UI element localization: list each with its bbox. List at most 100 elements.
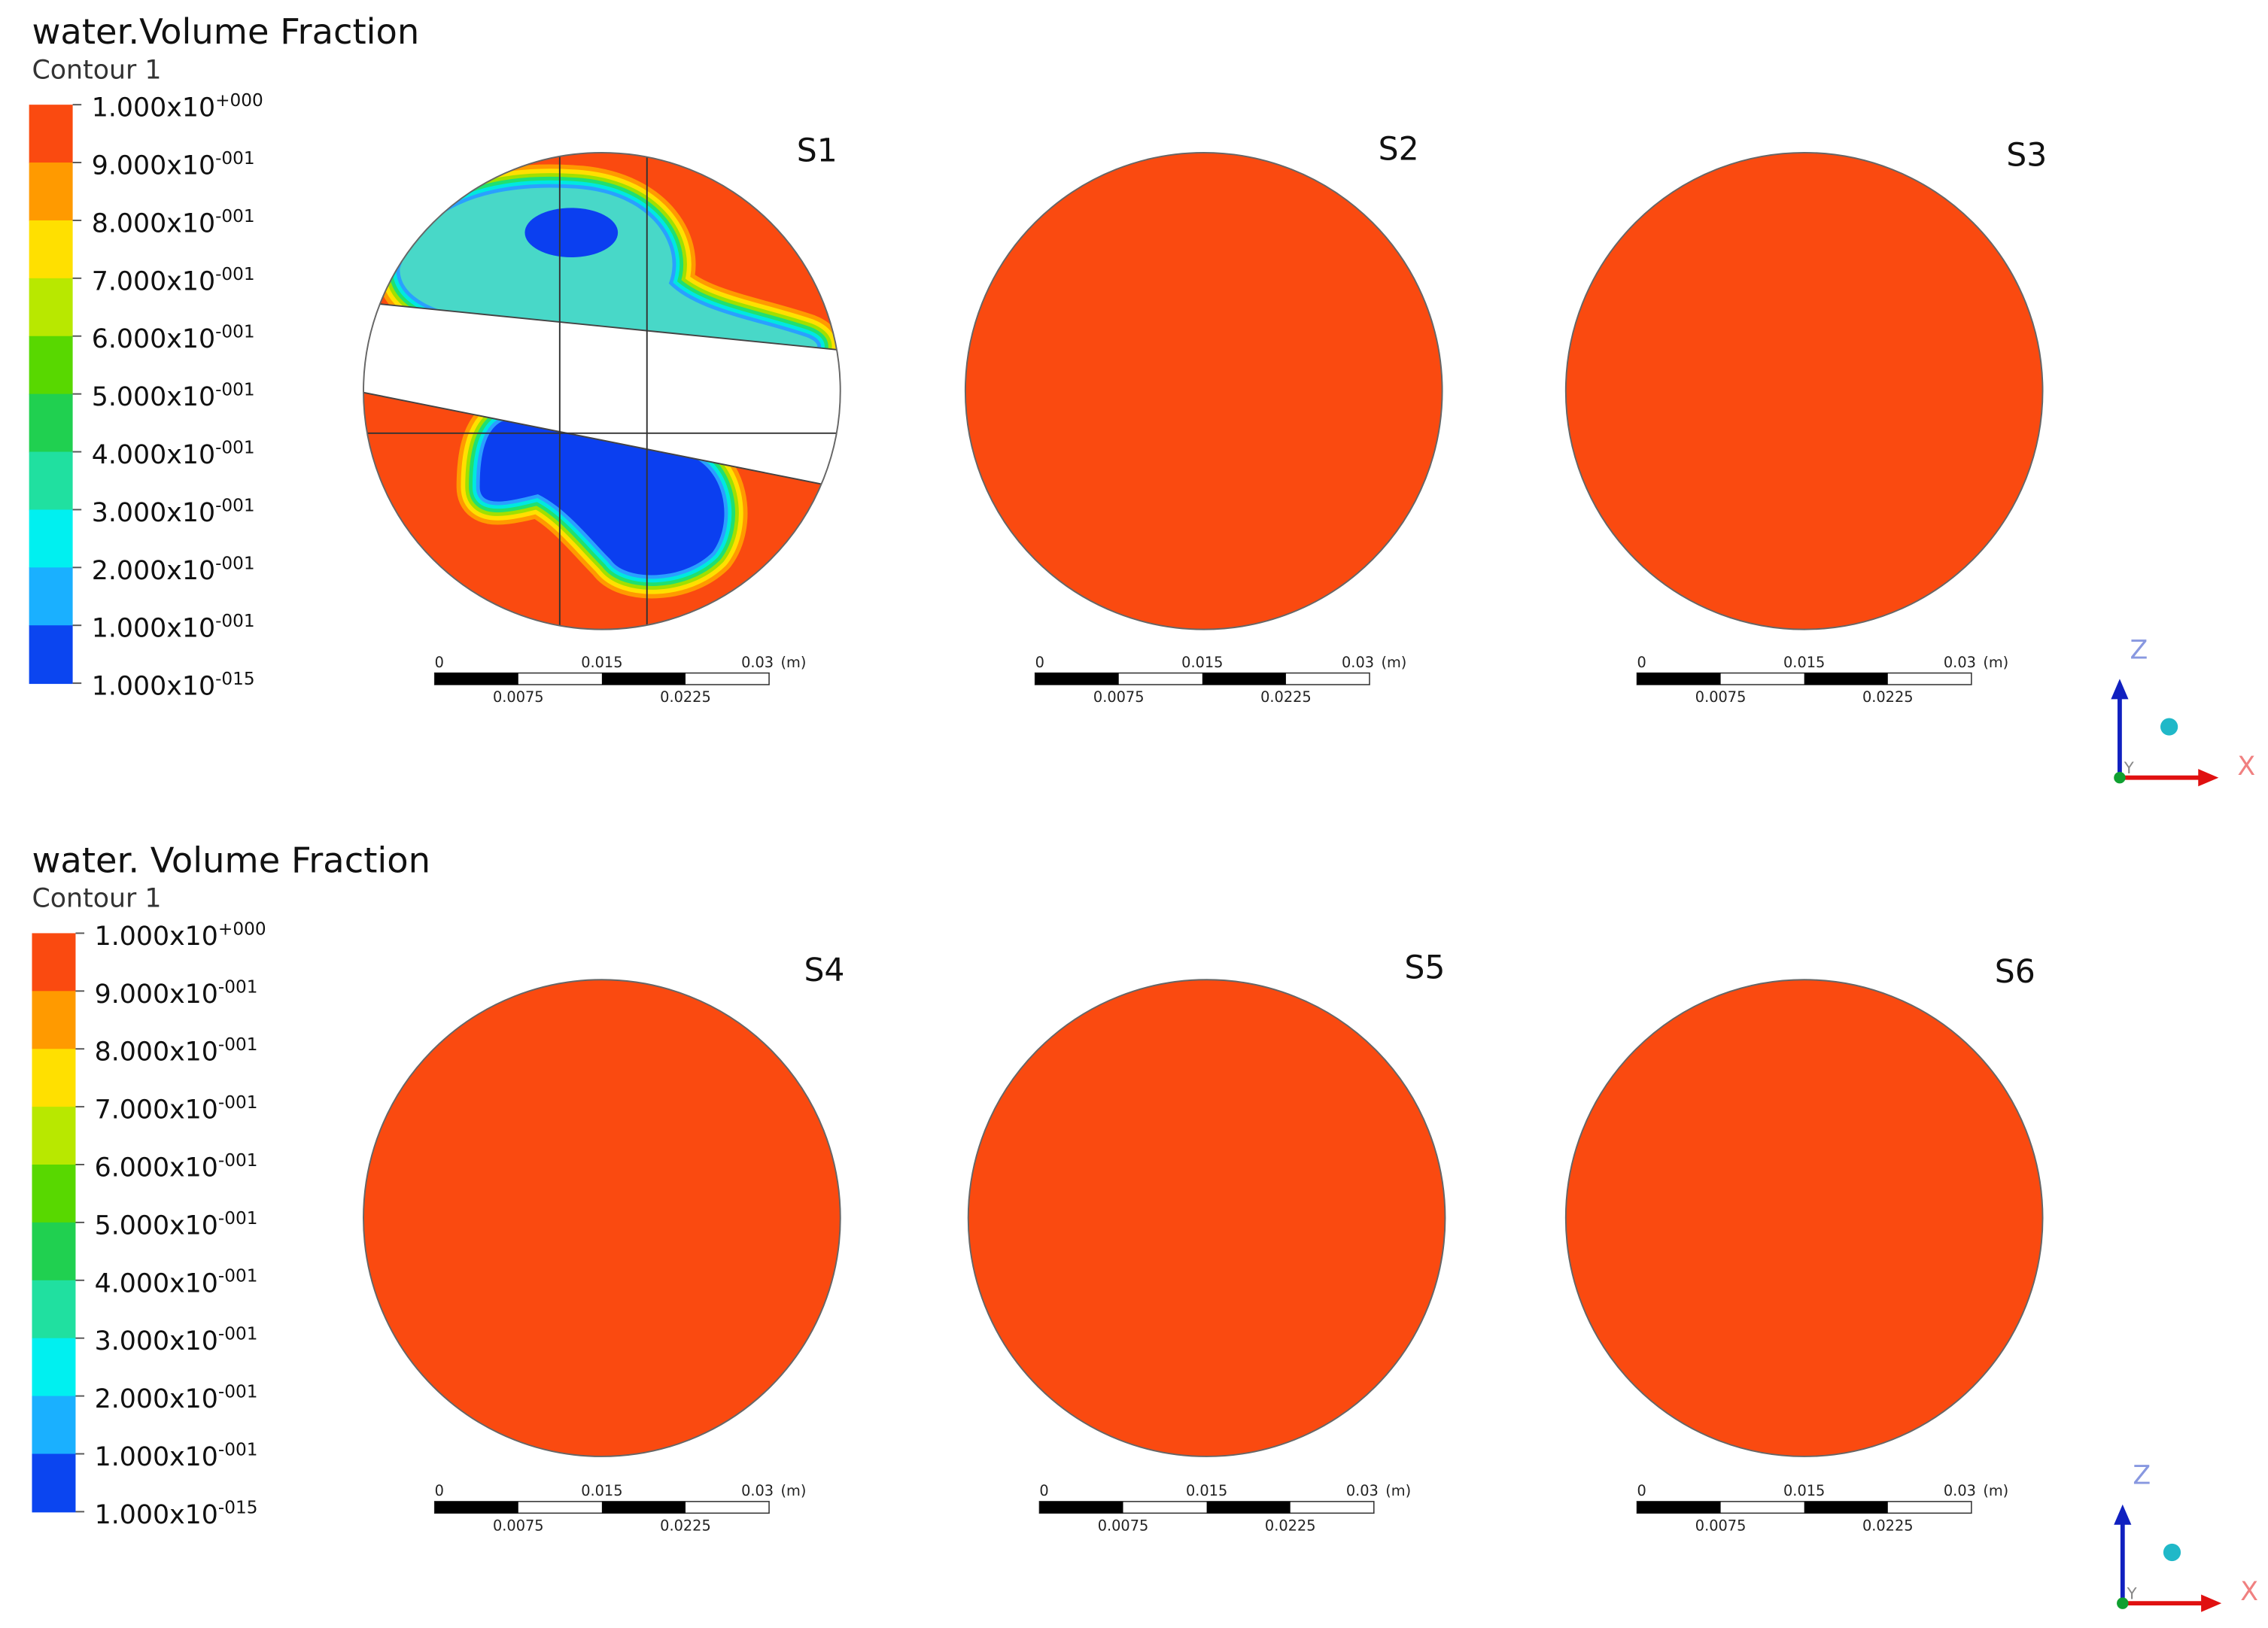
panel-subtitle: Contour 1 — [32, 55, 162, 85]
section: S5 0 0.015 0.03 (m) 0.0075 0.0225 — [967, 949, 1446, 1535]
legend-exp: -001 — [215, 611, 255, 631]
legend-base: 3.000x10 — [92, 498, 215, 528]
colorbar-band — [32, 1165, 76, 1223]
legend-exp: -001 — [215, 322, 255, 342]
scale-bar-segment — [1637, 673, 1721, 685]
axis-label: Y — [2124, 759, 2135, 778]
scale-bar-segment — [1804, 1501, 1888, 1514]
colorbar-band — [29, 625, 73, 685]
legend-base: 7.000x10 — [92, 266, 215, 296]
scale-bar-segment — [1035, 673, 1119, 685]
cut-plane — [363, 299, 841, 493]
axis-label: X — [2237, 752, 2255, 782]
legend-base: 5.000x10 — [92, 382, 215, 412]
scale-label: 0.015 — [1783, 654, 1825, 671]
panel-title: water.Volume Fraction — [32, 11, 420, 52]
scale-label: (m) — [1385, 1482, 1411, 1499]
scale-label: 0.015 — [1181, 654, 1223, 671]
scale-bar-segment — [1039, 1501, 1123, 1514]
scale-label: 0.015 — [581, 654, 622, 671]
legend-exp: -001 — [215, 380, 255, 400]
axis-label: Y — [2127, 1584, 2138, 1603]
legend-base: 1.000x10 — [95, 922, 218, 952]
scale-label: (m) — [781, 654, 807, 671]
section: S4 0 0.015 0.03 (m) 0.0075 0.0225 — [363, 952, 844, 1535]
legend-exp: -001 — [215, 264, 255, 284]
scale-label: 0.0075 — [1098, 1517, 1149, 1535]
axis-label: Z — [2130, 635, 2148, 665]
scale-bar-segment — [601, 1501, 686, 1514]
legend-exp: -001 — [218, 1439, 258, 1459]
legend-base: 7.000x10 — [95, 1095, 218, 1125]
legend-label: 7.000x10-001 — [92, 264, 255, 297]
scale-label: 0.0075 — [1695, 688, 1747, 706]
legend-label: 1.000x10+000 — [92, 90, 263, 123]
legend-label: 4.000x10-001 — [92, 437, 255, 470]
axis-x-arrow — [2201, 1594, 2222, 1612]
colorbar-band — [32, 1049, 76, 1108]
scale-label: 0 — [1039, 1482, 1048, 1499]
section-label: S6 — [1995, 954, 2035, 991]
colorbar-band — [29, 567, 73, 627]
legend-label: 5.000x10-001 — [92, 380, 255, 413]
scale-label: 0.015 — [581, 1482, 622, 1499]
legend-base: 1.000x10 — [92, 672, 215, 702]
scale-label: 0 — [435, 1482, 444, 1499]
legend-exp: +000 — [215, 90, 263, 111]
legend-label: 5.000x10-001 — [95, 1208, 258, 1241]
colorbar-band — [32, 1338, 76, 1397]
legend-label: 7.000x10-001 — [95, 1092, 258, 1125]
axis-marker — [2160, 718, 2178, 736]
legend-base: 9.000x10 — [95, 980, 218, 1010]
legend-exp: -015 — [218, 1497, 258, 1517]
contour-core — [400, 187, 818, 358]
scale-bar-segment — [434, 1501, 518, 1514]
legend-exp: -001 — [218, 1382, 258, 1402]
legend-exp: +000 — [218, 919, 266, 939]
colorbar-band — [32, 933, 76, 992]
section-outline — [967, 979, 1446, 1457]
scale-bar-segment — [1637, 1501, 1721, 1514]
legend-base: 4.000x10 — [92, 440, 215, 470]
legend-base: 1.000x10 — [92, 93, 215, 123]
legend-exp: -001 — [215, 206, 255, 226]
scale-label: 0.015 — [1186, 1482, 1227, 1499]
legend-base: 1.000x10 — [92, 614, 215, 644]
colorbar-band — [32, 1396, 76, 1455]
legend-label: 6.000x10-001 — [92, 322, 255, 355]
section-background — [965, 152, 1443, 630]
legend-exp: -001 — [215, 495, 255, 515]
legend-base: 3.000x10 — [95, 1326, 218, 1356]
legend-label: 6.000x10-001 — [95, 1150, 258, 1183]
colorbar-band — [32, 1107, 76, 1165]
legend-label: 1.000x10-001 — [95, 1439, 258, 1472]
scale-label: 0 — [1637, 654, 1646, 671]
legend-base: 8.000x10 — [95, 1037, 218, 1068]
scale-label: 0.0075 — [493, 1517, 544, 1535]
scale-label: 0.0225 — [1260, 688, 1312, 706]
section-background — [1565, 152, 2043, 630]
section: S1 0 0.015 0.03 (m) 0.0075 0.0225 — [363, 133, 841, 706]
scale-label: 0 — [1637, 1482, 1646, 1499]
section-background — [968, 980, 1446, 1456]
colorbar-band — [29, 105, 73, 164]
section-label: S5 — [1404, 949, 1445, 986]
axis-marker — [2163, 1543, 2181, 1562]
contour-core — [524, 208, 619, 258]
section-label: S3 — [2006, 137, 2047, 174]
colorbar-band — [29, 451, 73, 511]
section-label: S2 — [1379, 132, 1419, 169]
section: S6 0 0.015 0.03 (m) 0.0075 0.0225 — [1564, 954, 2044, 1535]
legend-exp: -001 — [215, 553, 255, 573]
colorbar-band — [29, 162, 73, 221]
section-outline — [964, 151, 1443, 630]
legend-exp: -001 — [218, 1150, 258, 1171]
axis-x-arrow — [2198, 769, 2219, 787]
scale-label: 0.0225 — [660, 1517, 711, 1535]
legend-label: 2.000x10-001 — [92, 553, 255, 586]
section-contour — [968, 980, 1446, 1456]
legend-label: 3.000x10-001 — [92, 495, 255, 528]
section-contour — [363, 152, 841, 630]
